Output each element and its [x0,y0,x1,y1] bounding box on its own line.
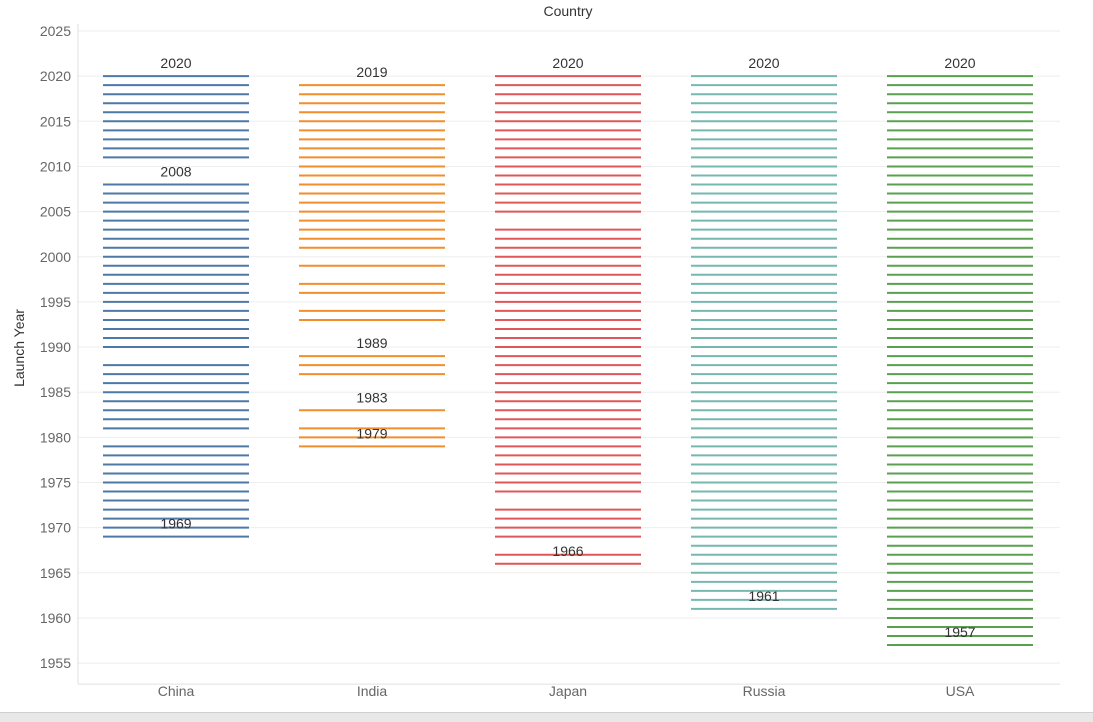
data-labels: 2020 2008 1969 2019 1989 1983 1979 2020 1966 2020… [160,55,975,640]
y-tick-label: 2000 [40,249,71,265]
x-tick-label: USA [946,683,975,699]
data-label: 2020 [160,55,191,71]
y-tick-label: 2005 [40,204,71,220]
x-tick-label: India [357,683,388,699]
y-tick-label: 2015 [40,113,71,129]
data-label: 2020 [944,55,975,71]
x-tick-label: China [158,683,195,699]
x-tick-label: Russia [743,683,786,699]
data-label: 1979 [356,425,387,441]
y-tick-label: 1955 [40,655,71,671]
y-tick-label: 1965 [40,565,71,581]
y-tick-label: 2010 [40,158,71,174]
data-label: 1966 [552,543,583,559]
data-label: 1957 [944,624,975,640]
y-tick-label: 1960 [40,610,71,626]
y-axis: 1955 1960 1965 1970 1975 1980 1985 1990 1995 2000… [40,23,1060,699]
y-tick-label: 1985 [40,384,71,400]
data-label: 2020 [552,55,583,71]
data-label: 1989 [356,335,387,351]
y-tick-label: 2025 [40,23,71,39]
y-tick-label: 1995 [40,294,71,310]
data-label: 2019 [356,64,387,80]
plot-area [103,75,1033,647]
data-label: 2020 [748,55,779,71]
data-label: 1983 [356,389,387,405]
status-bar [0,712,1093,722]
x-tick-label: Japan [549,683,587,699]
data-label: 1969 [160,516,191,532]
y-axis-title: Launch Year [11,309,27,387]
chart-title: Country [543,3,592,19]
y-tick-label: 1990 [40,339,71,355]
y-tick-label: 1980 [40,429,71,445]
data-label: 2008 [160,164,191,180]
y-tick-label: 1975 [40,475,71,491]
data-label: 1961 [748,588,779,604]
y-tick-label: 2020 [40,68,71,84]
y-tick-label: 1970 [40,520,71,536]
